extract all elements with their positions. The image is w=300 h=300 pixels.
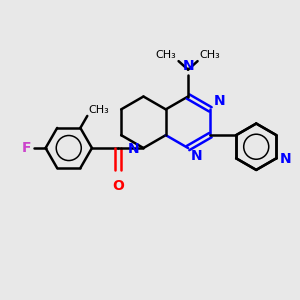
Text: CH₃: CH₃ bbox=[200, 50, 220, 60]
Text: CH₃: CH₃ bbox=[156, 50, 177, 60]
Text: O: O bbox=[112, 179, 124, 193]
Text: N: N bbox=[191, 149, 203, 163]
Text: N: N bbox=[279, 152, 291, 166]
Text: N: N bbox=[128, 142, 140, 156]
Text: N: N bbox=[213, 94, 225, 108]
Text: F: F bbox=[22, 141, 32, 155]
Text: N: N bbox=[182, 58, 194, 73]
Text: CH₃: CH₃ bbox=[88, 105, 109, 115]
